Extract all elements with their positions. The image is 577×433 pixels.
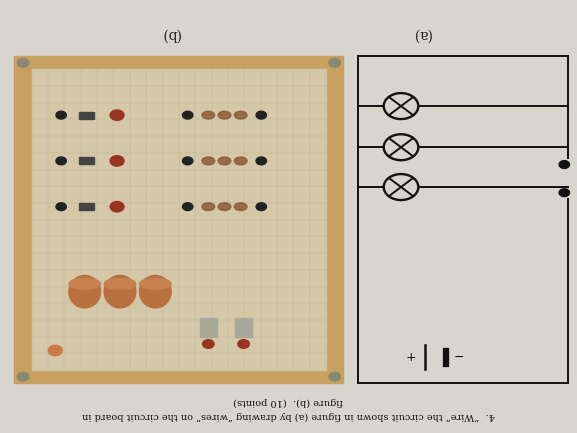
Ellipse shape (69, 275, 100, 308)
Ellipse shape (202, 157, 215, 165)
Ellipse shape (234, 111, 247, 119)
Ellipse shape (69, 278, 100, 289)
Circle shape (17, 58, 29, 67)
Ellipse shape (218, 157, 231, 165)
Circle shape (110, 156, 124, 166)
Text: figure (b).  (10 points): figure (b). (10 points) (234, 397, 343, 406)
Text: (a): (a) (411, 27, 431, 41)
Circle shape (182, 111, 193, 119)
Circle shape (559, 161, 569, 168)
Ellipse shape (218, 203, 231, 210)
Bar (32, 69, 326, 370)
Circle shape (384, 134, 418, 160)
Circle shape (56, 203, 66, 210)
Circle shape (256, 157, 267, 165)
Text: −: − (454, 351, 464, 364)
Circle shape (110, 110, 124, 120)
Ellipse shape (234, 203, 247, 210)
Bar (79, 158, 93, 165)
Ellipse shape (140, 275, 171, 308)
Circle shape (384, 93, 418, 119)
Ellipse shape (104, 275, 136, 308)
Circle shape (384, 174, 418, 200)
Circle shape (182, 157, 193, 165)
Ellipse shape (104, 278, 136, 289)
Text: 4.  “Wire” the circuit shown in figure (a) by drawing “wires” on the circuit boa: 4. “Wire” the circuit shown in figure (a… (82, 411, 495, 420)
Circle shape (559, 189, 569, 197)
Ellipse shape (234, 157, 247, 165)
Circle shape (256, 111, 267, 119)
Text: +: + (406, 351, 416, 364)
Circle shape (48, 346, 62, 356)
Ellipse shape (218, 111, 231, 119)
Bar (79, 112, 93, 119)
Circle shape (203, 339, 214, 348)
Ellipse shape (140, 278, 171, 289)
Circle shape (110, 201, 124, 212)
Bar (79, 203, 93, 210)
Circle shape (329, 372, 340, 381)
Text: (b): (b) (160, 27, 180, 41)
Bar (235, 318, 252, 337)
Circle shape (56, 157, 66, 165)
Bar (200, 318, 217, 337)
Ellipse shape (202, 111, 215, 119)
Circle shape (238, 339, 249, 348)
Circle shape (182, 203, 193, 210)
Bar (14, 56, 343, 383)
Circle shape (329, 58, 340, 67)
Circle shape (17, 372, 29, 381)
Circle shape (56, 111, 66, 119)
Circle shape (256, 203, 267, 210)
Ellipse shape (202, 203, 215, 210)
